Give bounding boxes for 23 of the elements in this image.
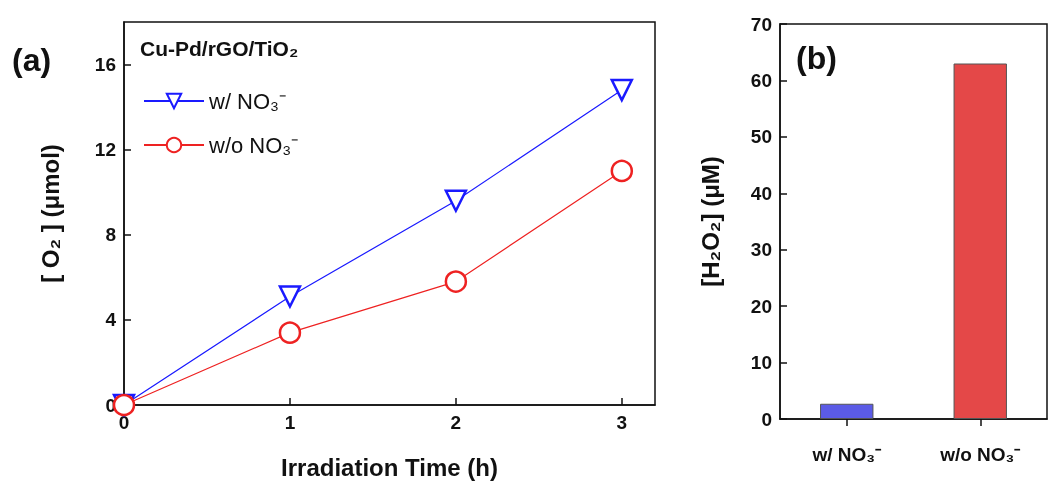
legend-label: w/ NO₃⁻: [208, 88, 287, 114]
y-tick-label: 8: [105, 224, 116, 246]
y-tick-label: 4: [105, 309, 117, 331]
legend-label: w/o NO₃⁻: [208, 132, 299, 158]
x-tick-label: 3: [616, 412, 628, 433]
y-tick-label: 60: [750, 69, 772, 91]
y-tick-label: 40: [750, 182, 772, 204]
x-tick-label: 0: [118, 412, 130, 433]
y-axis-title: [ O₂ ] (μmol): [36, 144, 64, 283]
annotation: (b): [796, 40, 837, 76]
y-axis-title: [H₂O₂] (μM): [696, 156, 724, 287]
legend-title: Cu-Pd/rGO/TiO₂: [140, 37, 299, 60]
x-tick-label: 1: [284, 412, 296, 433]
y-tick-label: 30: [750, 239, 772, 261]
y-tick-label: 50: [750, 126, 772, 148]
y-tick-label: 20: [750, 295, 772, 317]
text: (a): [12, 42, 52, 78]
y-tick-label: 10: [750, 352, 772, 374]
y-tick-label: 70: [750, 13, 772, 35]
y-tick-label: 16: [94, 54, 116, 76]
x-tick-label: 2: [450, 412, 462, 433]
x-axis-title: Irradiation Time (h): [281, 453, 498, 481]
y-tick-label: 12: [94, 139, 116, 161]
